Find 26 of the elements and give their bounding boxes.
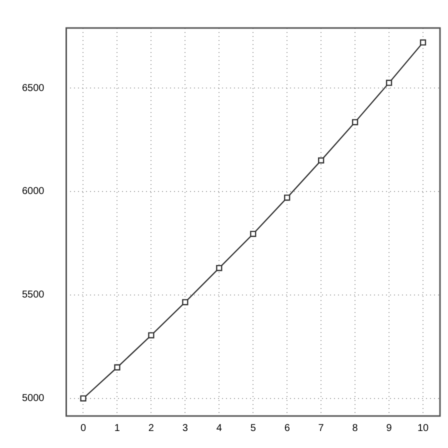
y-tick-label: 5500 [22, 290, 45, 301]
x-tick-label: 0 [80, 422, 86, 434]
x-tick-label: 5 [250, 422, 256, 434]
point [80, 395, 86, 402]
x-tick-label: 1 [114, 422, 120, 434]
point [352, 119, 358, 126]
point [216, 264, 222, 272]
x-tick-label: 6 [284, 422, 290, 434]
y-tick-label: 5000 [22, 393, 45, 404]
x-tick-label: 3 [182, 422, 188, 434]
x-tick-label: 8 [352, 422, 358, 434]
point [284, 194, 290, 201]
y-tick-label: 6000 [22, 186, 45, 198]
point [250, 230, 256, 237]
y-tick-label: 6500 [22, 82, 45, 94]
point [182, 299, 188, 306]
point [148, 332, 154, 338]
x-tick-label: 2 [148, 422, 154, 434]
point [318, 157, 324, 164]
x-tick-label: 4 [216, 422, 222, 434]
point [420, 39, 426, 46]
point [386, 80, 392, 86]
x-tick-label: 9 [386, 422, 392, 434]
point [114, 364, 120, 370]
x-tick-label: 7 [318, 422, 324, 434]
x-tick-label: 10 [417, 422, 430, 434]
